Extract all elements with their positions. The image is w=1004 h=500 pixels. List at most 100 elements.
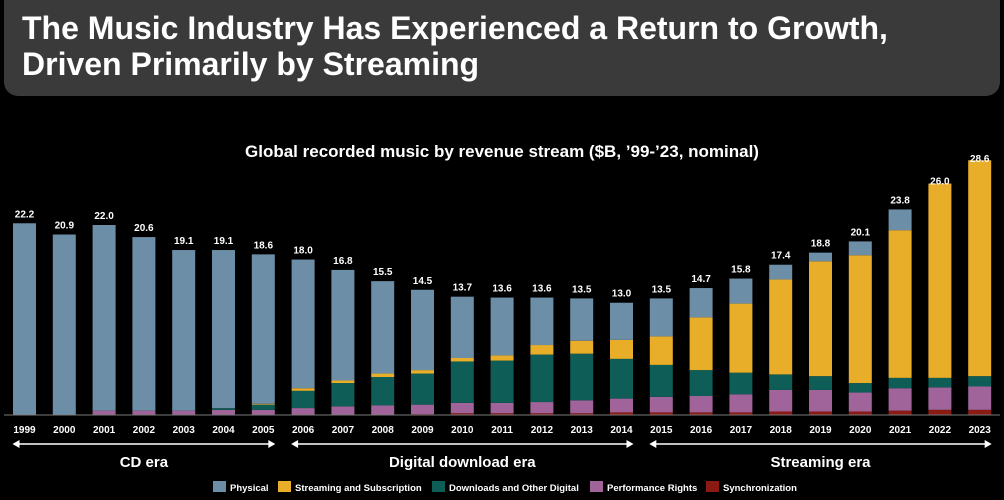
total-label-2022: 26.0 (930, 176, 950, 187)
bar-segment-physical-2020 (848, 241, 872, 256)
legend-label-physical: Physical (230, 483, 269, 494)
bar-segment-physical-2019 (809, 252, 832, 262)
bar-segment-performance-rights-2002 (132, 410, 156, 415)
bar-segment-synchronization-2023 (968, 409, 992, 415)
bar-segment-downloads-and-other-digital-2013 (570, 353, 594, 401)
total-label-2016: 14.7 (691, 274, 711, 285)
total-label-2012: 13.6 (532, 284, 552, 295)
bar-segment-streaming-and-subscription-2023 (968, 160, 992, 377)
bar-segment-streaming-and-subscription-2017 (729, 303, 753, 373)
bar-segment-performance-rights-2004 (212, 409, 235, 415)
x-tick-label-2020: 2020 (849, 425, 872, 436)
bar-segment-physical-2008 (371, 281, 395, 374)
bar-segment-streaming-and-subscription-2008 (371, 373, 395, 377)
bar-segment-performance-rights-2001 (92, 410, 116, 415)
bar-segment-performance-rights-2014 (610, 398, 633, 413)
legend-swatch-performance-rights (590, 481, 603, 492)
x-tick-label-2003: 2003 (173, 425, 196, 436)
bar-segment-synchronization-2015 (649, 412, 673, 415)
total-label-2021: 23.8 (890, 195, 910, 206)
bar-segment-downloads-and-other-digital-2010 (450, 361, 474, 403)
chart-title: Global recorded music by revenue stream … (245, 142, 759, 161)
era-arrow-right-cd-era (268, 440, 276, 448)
x-tick-label-2004: 2004 (212, 425, 235, 436)
bar-segment-performance-rights-2006 (291, 408, 315, 415)
bar-segment-physical-2012 (530, 297, 554, 346)
bar-segment-streaming-and-subscription-2020 (848, 255, 872, 384)
x-tick-label-2001: 2001 (93, 425, 116, 436)
bar-segment-streaming-and-subscription-2014 (610, 339, 633, 359)
bar-segment-physical-2017 (729, 278, 753, 304)
x-tick-label-2012: 2012 (531, 425, 554, 436)
slide-title-line-2: Driven Primarily by Streaming (22, 46, 480, 82)
bar-segment-performance-rights-2005 (251, 409, 275, 415)
bar-segment-performance-rights-2003 (172, 410, 196, 415)
bar-segment-performance-rights-2019 (809, 389, 832, 412)
legend-label-streaming-and-subscription: Streaming and Subscription (295, 483, 422, 494)
bar-segment-streaming-and-subscription-2005 (251, 403, 275, 405)
total-label-2019: 18.8 (811, 239, 831, 250)
legend-swatch-downloads-and-other-digital (432, 481, 445, 492)
bar-segment-performance-rights-2013 (570, 400, 594, 414)
legend-swatch-streaming-and-subscription (278, 481, 291, 492)
bar-segment-synchronization-2012 (530, 413, 554, 415)
bar-segment-downloads-and-other-digital-2016 (689, 370, 713, 396)
x-tick-label-2013: 2013 (571, 425, 594, 436)
legend-swatch-physical (213, 481, 226, 492)
total-label-2010: 13.7 (453, 283, 473, 294)
bar-segment-performance-rights-2007 (331, 406, 355, 415)
bar-segment-physical-2018 (769, 264, 793, 280)
bar-segment-synchronization-2020 (848, 411, 872, 415)
bar-segment-downloads-and-other-digital-2014 (610, 358, 633, 399)
x-tick-label-2007: 2007 (332, 425, 355, 436)
bar-segment-synchronization-2018 (769, 411, 793, 415)
bar-segment-performance-rights-2018 (769, 389, 793, 412)
era-label-streaming-era: Streaming era (770, 454, 871, 471)
total-label-2013: 13.5 (572, 284, 592, 295)
total-label-2006: 18.0 (293, 246, 313, 257)
x-tick-label-2005: 2005 (252, 425, 275, 436)
total-label-2001: 22.0 (94, 211, 114, 222)
total-label-2014: 13.0 (612, 289, 632, 300)
era-arrow-left-cd-era (12, 440, 20, 448)
x-tick-label-2018: 2018 (770, 425, 793, 436)
bar-segment-streaming-and-subscription-2019 (809, 261, 832, 377)
legend-label-synchronization: Synchronization (723, 483, 797, 494)
bar-segment-downloads-and-other-digital-2019 (809, 376, 832, 390)
bar-segment-physical-2003 (172, 250, 196, 411)
x-tick-label-2002: 2002 (133, 425, 156, 436)
x-tick-label-2000: 2000 (53, 425, 76, 436)
total-label-2005: 18.6 (254, 240, 274, 251)
slide-title-line-1: The Music Industry Has Experienced a Ret… (22, 10, 888, 46)
bar-segment-physical-2014 (610, 302, 633, 340)
x-tick-label-2022: 2022 (929, 425, 952, 436)
bar-segment-streaming-and-subscription-2012 (530, 345, 554, 355)
bar-segment-physical-2013 (570, 298, 594, 341)
bar-segment-synchronization-2013 (570, 413, 594, 415)
total-label-2017: 15.8 (731, 265, 751, 276)
bar-segment-downloads-and-other-digital-2012 (530, 354, 554, 403)
bar-segment-performance-rights-2021 (888, 388, 912, 411)
bar-segment-performance-rights-2009 (411, 404, 434, 415)
x-tick-label-2019: 2019 (809, 425, 832, 436)
bar-segment-physical-2000 (52, 234, 76, 415)
bar-segment-performance-rights-2023 (968, 386, 992, 410)
total-label-2008: 15.5 (373, 267, 393, 278)
x-tick-label-2016: 2016 (690, 425, 713, 436)
bar-segment-physical-2015 (649, 298, 673, 337)
bar-segment-performance-rights-2020 (848, 392, 872, 412)
x-tick-label-2017: 2017 (730, 425, 753, 436)
bar-segment-physical-2016 (689, 288, 713, 318)
bar-segment-physical-1999 (13, 223, 36, 415)
bar-segment-downloads-and-other-digital-2008 (371, 377, 395, 406)
bar-segment-performance-rights-2015 (649, 396, 673, 413)
x-tick-label-2014: 2014 (610, 425, 633, 436)
total-label-1999: 22.2 (15, 209, 35, 220)
bar-segment-downloads-and-other-digital-2009 (411, 373, 434, 405)
legend-label-performance-rights: Performance Rights (607, 483, 697, 494)
bar-segment-downloads-and-other-digital-2017 (729, 372, 753, 395)
bar-segment-downloads-and-other-digital-2020 (848, 383, 872, 393)
title-banner: The Music Industry Has Experienced a Ret… (4, 0, 1000, 96)
bar-segment-physical-2011 (490, 297, 514, 356)
